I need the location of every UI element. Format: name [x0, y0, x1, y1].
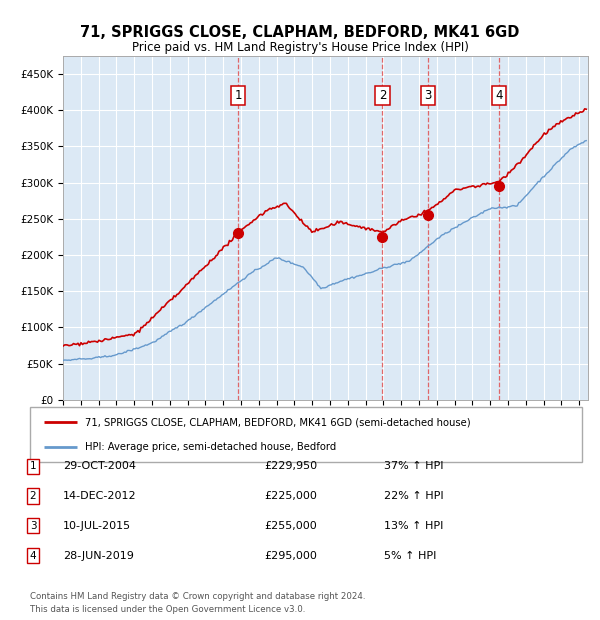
Text: 4: 4 — [495, 89, 503, 102]
Text: 3: 3 — [424, 89, 432, 102]
Text: Contains HM Land Registry data © Crown copyright and database right 2024.: Contains HM Land Registry data © Crown c… — [30, 592, 365, 601]
Text: 1: 1 — [29, 461, 37, 471]
Text: 71, SPRIGGS CLOSE, CLAPHAM, BEDFORD, MK41 6GD: 71, SPRIGGS CLOSE, CLAPHAM, BEDFORD, MK4… — [80, 25, 520, 40]
Text: Price paid vs. HM Land Registry's House Price Index (HPI): Price paid vs. HM Land Registry's House … — [131, 41, 469, 54]
Text: 22% ↑ HPI: 22% ↑ HPI — [384, 491, 443, 501]
Text: 71, SPRIGGS CLOSE, CLAPHAM, BEDFORD, MK41 6GD (semi-detached house): 71, SPRIGGS CLOSE, CLAPHAM, BEDFORD, MK4… — [85, 417, 471, 427]
Text: 4: 4 — [29, 551, 37, 560]
Text: 29-OCT-2004: 29-OCT-2004 — [63, 461, 136, 471]
Text: £225,000: £225,000 — [264, 491, 317, 501]
Text: 14-DEC-2012: 14-DEC-2012 — [63, 491, 137, 501]
Text: 3: 3 — [29, 521, 37, 531]
Text: 10-JUL-2015: 10-JUL-2015 — [63, 521, 131, 531]
Text: £295,000: £295,000 — [264, 551, 317, 560]
Text: 28-JUN-2019: 28-JUN-2019 — [63, 551, 134, 560]
Text: 1: 1 — [234, 89, 242, 102]
Text: 37% ↑ HPI: 37% ↑ HPI — [384, 461, 443, 471]
Text: 13% ↑ HPI: 13% ↑ HPI — [384, 521, 443, 531]
Text: 2: 2 — [379, 89, 386, 102]
Text: £255,000: £255,000 — [264, 521, 317, 531]
Text: 5% ↑ HPI: 5% ↑ HPI — [384, 551, 436, 560]
Text: HPI: Average price, semi-detached house, Bedford: HPI: Average price, semi-detached house,… — [85, 442, 337, 452]
Text: This data is licensed under the Open Government Licence v3.0.: This data is licensed under the Open Gov… — [30, 604, 305, 614]
Text: 2: 2 — [29, 491, 37, 501]
Text: £229,950: £229,950 — [264, 461, 317, 471]
